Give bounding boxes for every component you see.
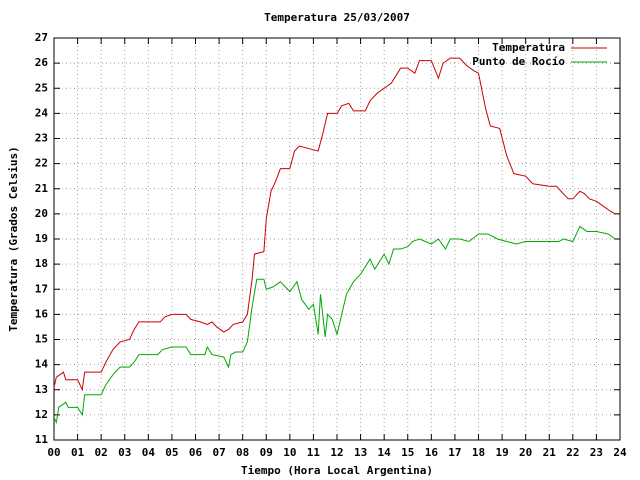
- y-tick-label: 12: [35, 408, 48, 421]
- series-line: [53, 225, 616, 425]
- x-tick-label: 00: [47, 446, 60, 459]
- x-tick-label: 08: [236, 446, 249, 459]
- x-tick-label: 09: [260, 446, 273, 459]
- series-line: [53, 57, 616, 392]
- x-tick-label: 22: [566, 446, 579, 459]
- x-tick-label: 06: [189, 446, 203, 459]
- plot-frame: [53, 37, 621, 441]
- y-tick-label: 18: [35, 257, 48, 270]
- y-tick-label: 21: [35, 182, 49, 195]
- chart-title: Temperatura 25/03/2007: [264, 11, 410, 24]
- y-tick-label: 11: [35, 433, 49, 446]
- x-tick-label: 18: [472, 446, 485, 459]
- x-tick-label: 23: [590, 446, 603, 459]
- legend-label: Temperatura: [492, 41, 565, 54]
- x-tick-label: 01: [71, 446, 85, 459]
- y-tick-label: 19: [35, 232, 48, 245]
- x-tick-label: 05: [165, 446, 178, 459]
- x-tick-label: 12: [330, 446, 343, 459]
- x-tick-label: 10: [283, 446, 296, 459]
- x-tick-label: 16: [425, 446, 439, 459]
- y-tick-label: 25: [35, 81, 48, 94]
- y-tick-label: 23: [35, 132, 48, 145]
- y-tick-label: 22: [35, 157, 48, 170]
- y-tick-label: 20: [35, 207, 48, 220]
- x-tick-label: 13: [354, 446, 367, 459]
- x-tick-label: 20: [519, 446, 532, 459]
- x-tick-label: 04: [142, 446, 156, 459]
- y-tick-label: 26: [35, 56, 49, 69]
- x-tick-label: 24: [613, 446, 627, 459]
- y-tick-label: 17: [35, 282, 48, 295]
- x-tick-label: 21: [543, 446, 557, 459]
- x-tick-label: 17: [448, 446, 461, 459]
- y-axis-label: Temperatura (Grados Celsius): [7, 146, 20, 331]
- y-tick-label: 13: [35, 383, 48, 396]
- x-tick-label: 15: [401, 446, 414, 459]
- y-tick-label: 16: [35, 307, 49, 320]
- x-tick-label: 03: [118, 446, 131, 459]
- x-tick-label: 02: [95, 446, 108, 459]
- y-tick-label: 14: [35, 358, 49, 371]
- x-axis-label: Tiempo (Hora Local Argentina): [241, 464, 433, 477]
- x-tick-label: 11: [307, 446, 321, 459]
- y-tick-label: 24: [35, 106, 49, 119]
- legend-label: Punto de Rocío: [472, 55, 565, 68]
- x-tick-label: 14: [378, 446, 392, 459]
- x-tick-label: 19: [495, 446, 508, 459]
- y-tick-label: 15: [35, 333, 48, 346]
- x-tick-label: 07: [212, 446, 225, 459]
- y-tick-label: 27: [35, 31, 48, 44]
